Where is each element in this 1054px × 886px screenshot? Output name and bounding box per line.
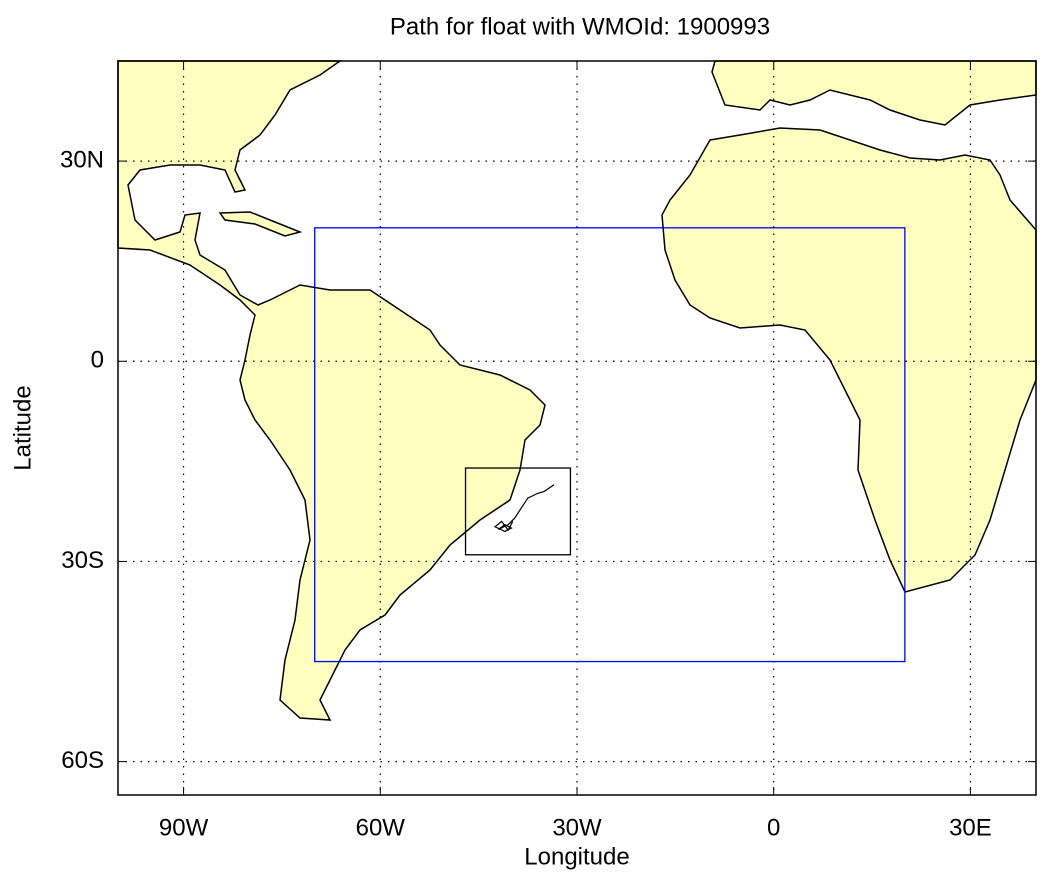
plot-frame (117, 60, 1037, 796)
x-tick-label: 60W (356, 814, 406, 841)
x-tick-label: 30E (949, 814, 992, 841)
region-box (464, 467, 572, 556)
x-tick-label: 30W (552, 814, 602, 841)
x-tick-label: 0 (767, 814, 780, 841)
africa (661, 127, 1037, 593)
y-axis-label: Latitude (9, 385, 36, 470)
marks (314, 227, 906, 663)
cuba (218, 211, 303, 237)
grid (118, 61, 1036, 795)
y-tick-label: 60S (61, 747, 104, 774)
land (117, 60, 1037, 721)
x-tick-label: 90W (159, 814, 209, 841)
x-axis-label: Longitude (524, 843, 629, 870)
y-tick-label: 30S (61, 547, 104, 574)
chart-title: Path for float with WMOId: 1900993 (390, 13, 770, 40)
y-tick-label: 30N (60, 146, 104, 173)
americas (117, 60, 546, 721)
region-box (314, 227, 906, 663)
y-tick-label: 0 (91, 347, 104, 374)
float-track (493, 484, 555, 533)
europe (711, 60, 1037, 126)
